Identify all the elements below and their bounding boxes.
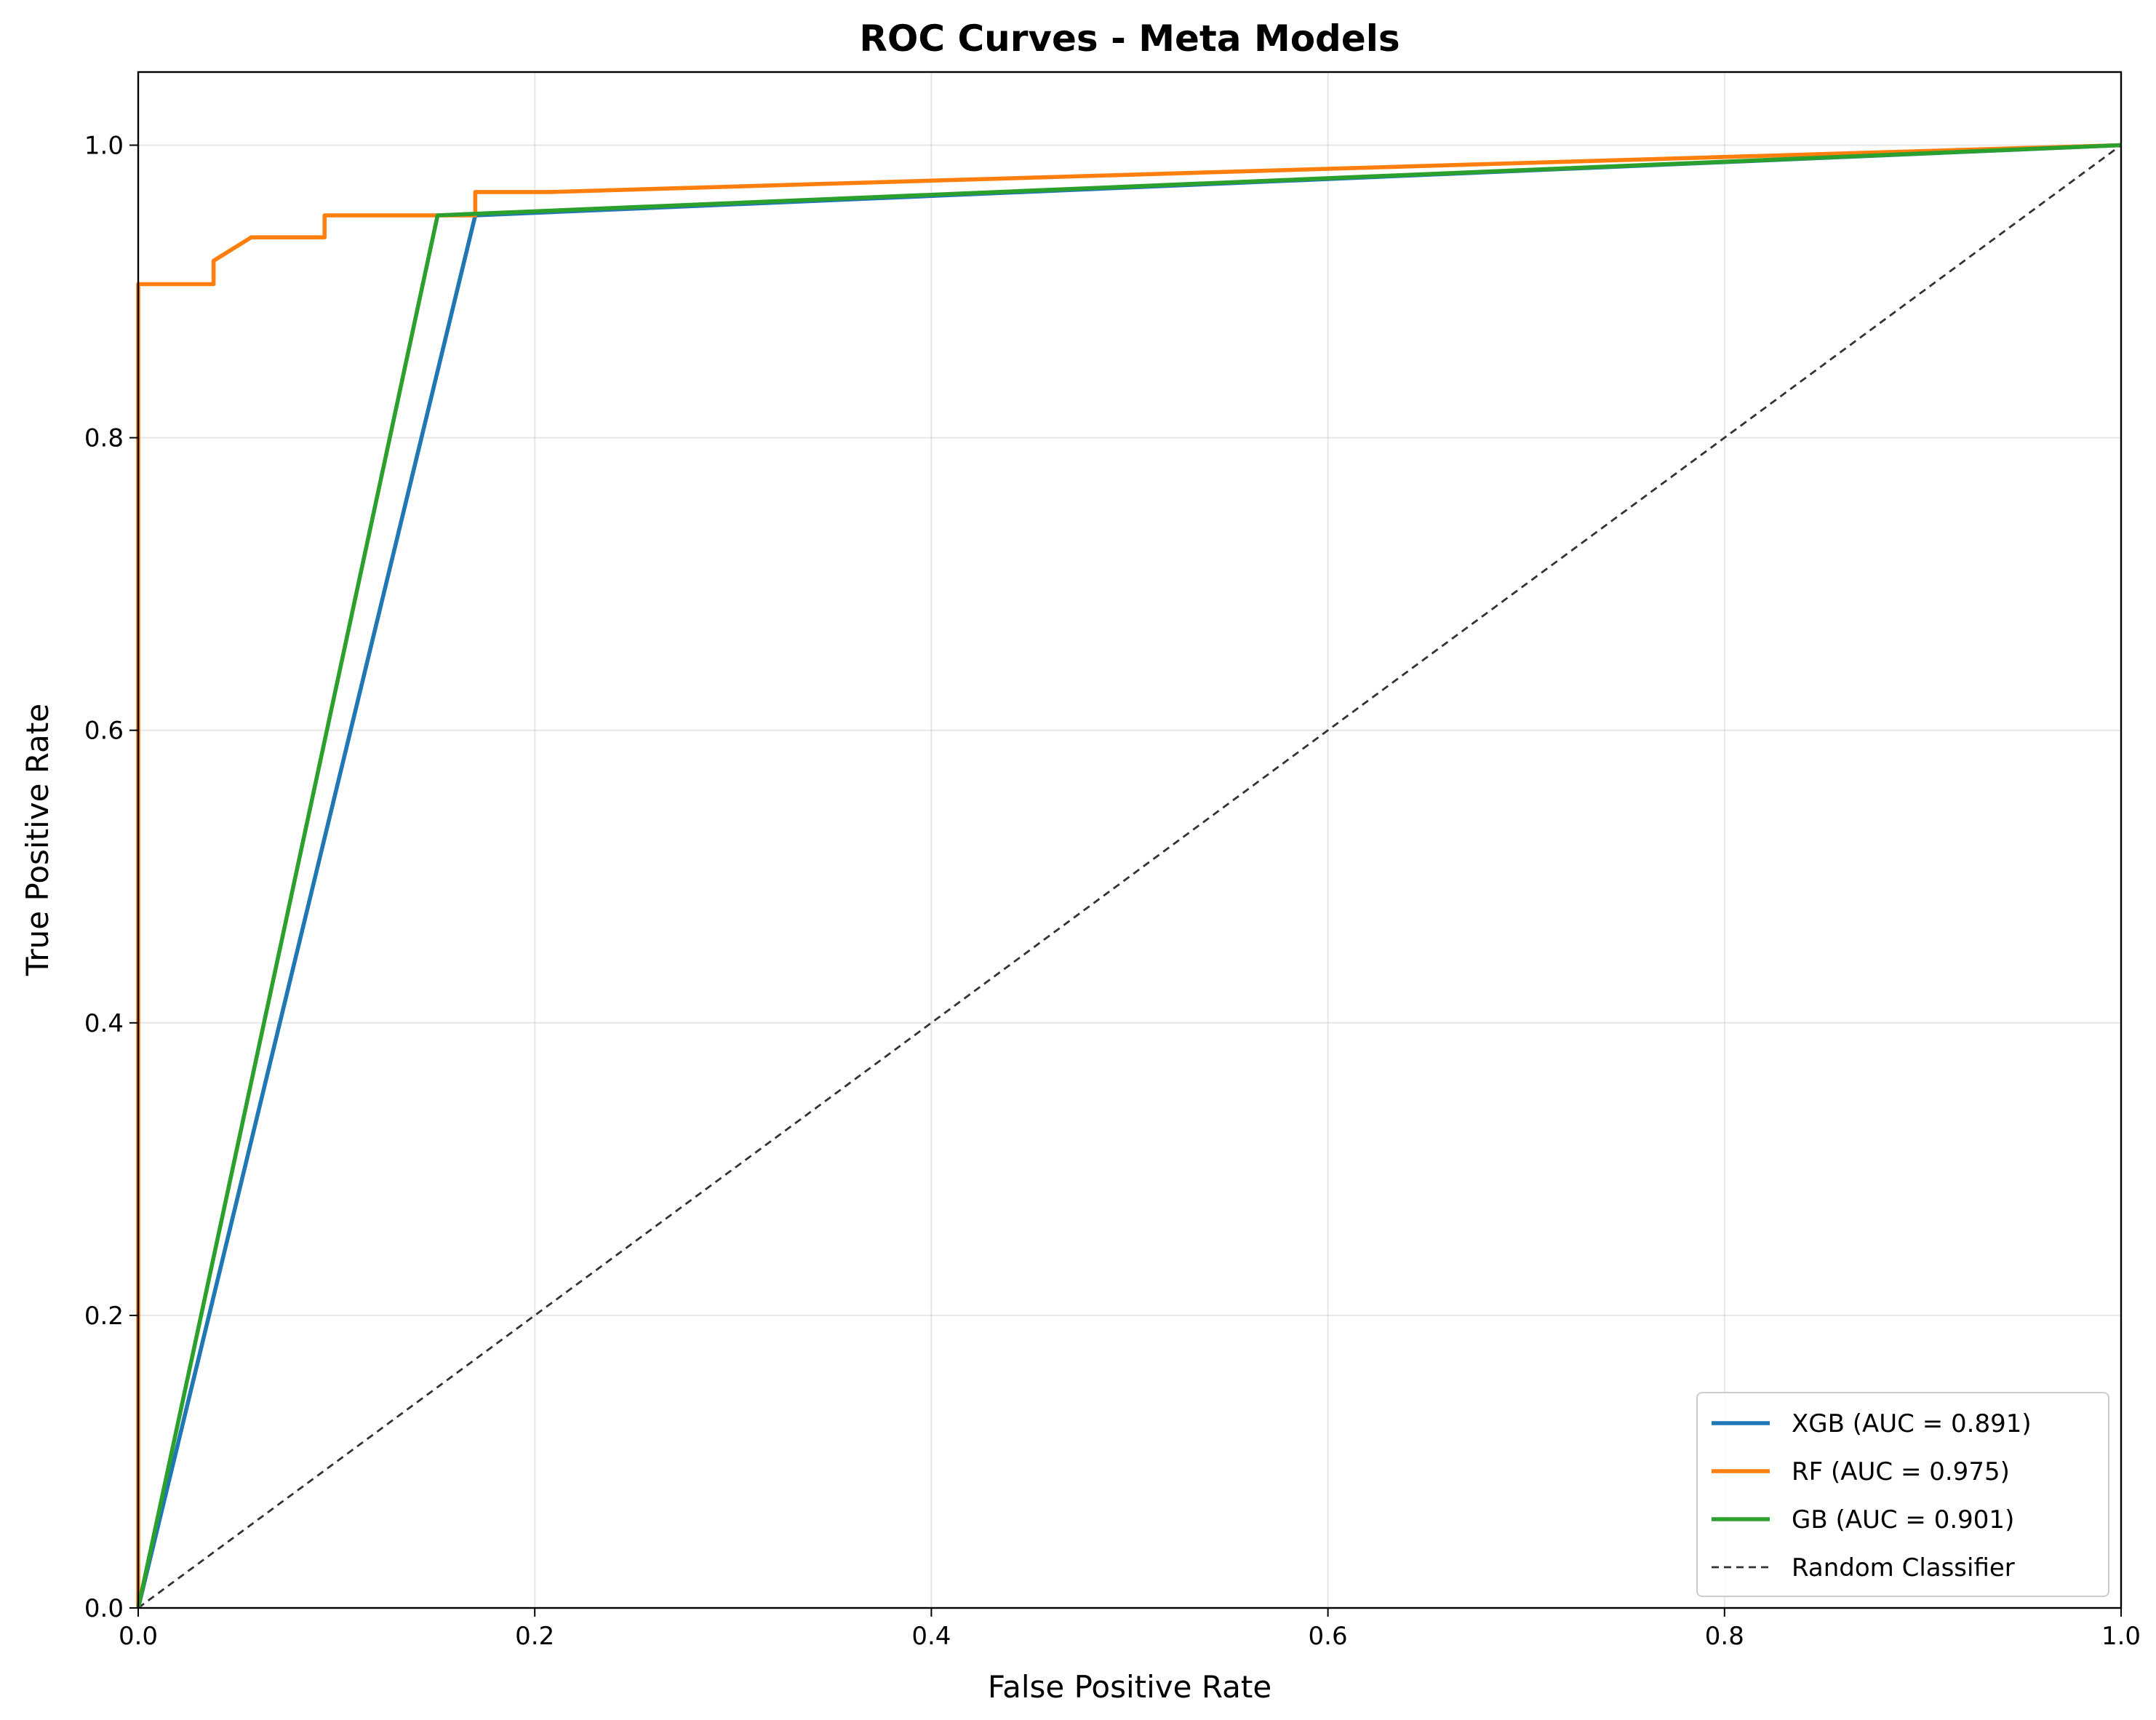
series-line-1	[136, 143, 2122, 1608]
plot-frame	[137, 71, 2123, 1609]
y-tick-label: 0.6	[84, 717, 124, 746]
series-line-3	[137, 144, 2122, 1609]
series-lines	[136, 143, 2122, 1609]
y-tick-label: 1.0	[84, 132, 124, 161]
x-tick-label: 1.0	[2101, 1622, 2141, 1651]
x-tick-label: 0.8	[1705, 1622, 1744, 1651]
legend-label: Random Classifier	[1792, 1553, 2015, 1582]
legend-label: XGB (AUC = 0.891)	[1792, 1409, 2032, 1438]
y-axis-label: True Positive Rate	[20, 704, 55, 976]
x-tick-label: 0.4	[911, 1622, 951, 1651]
legend-label: RF (AUC = 0.975)	[1792, 1457, 2010, 1486]
x-tick-label: 0.0	[119, 1622, 158, 1651]
axis-ticks: 0.0 0.2 0.4 0.6 0.8 1.0 0.0 0.2 0.4 0.6 0.8 1.0	[84, 132, 2141, 1651]
y-tick-label: 0.2	[84, 1302, 124, 1331]
x-tick-label: 0.6	[1309, 1622, 1348, 1651]
chart-title: ROC Curves - Meta Models	[859, 17, 1400, 60]
series-line-2	[136, 143, 2122, 1609]
legend-box	[1696, 1392, 2109, 1597]
x-tick-label: 0.2	[515, 1622, 554, 1651]
y-tick-label: 0.0	[84, 1594, 124, 1623]
grid-lines	[137, 72, 2122, 1609]
x-axis-label: False Positive Rate	[988, 1669, 1271, 1705]
y-tick-label: 0.8	[84, 424, 124, 453]
legend: XGB (AUC = 0.891) RF (AUC = 0.975) GB (AUC…	[1696, 1392, 2109, 1597]
y-tick-label: 0.4	[84, 1009, 124, 1038]
legend-label: GB (AUC = 0.901)	[1792, 1505, 2014, 1534]
